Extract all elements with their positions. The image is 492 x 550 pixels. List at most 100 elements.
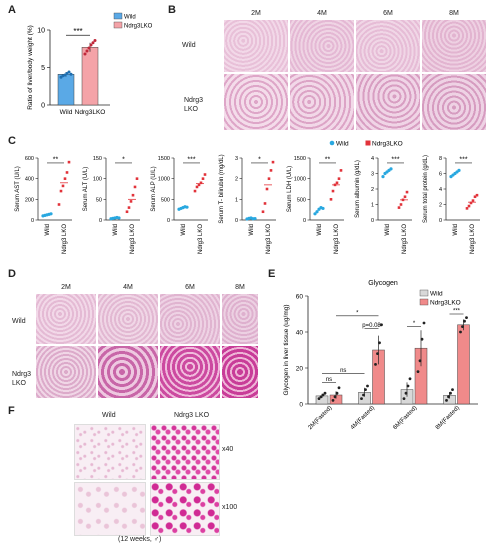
a-legend-swatch xyxy=(113,21,123,29)
c-point-lko xyxy=(197,183,201,187)
histology-d-wild-8m xyxy=(222,294,258,344)
e-point xyxy=(364,388,367,391)
e-xtick-label: 6M(Fasted) xyxy=(392,405,418,431)
panel-label-f: F xyxy=(8,405,15,417)
panel-d-col-8m: 8M xyxy=(235,284,245,291)
c-legend-swatch xyxy=(329,140,335,146)
c-ytick-label: 0 xyxy=(99,218,102,224)
panel-d-col-2m: 2M xyxy=(61,284,71,291)
a-ytick-label: 0 xyxy=(41,103,45,110)
e-point xyxy=(321,393,325,397)
c-ytick-label: 2 xyxy=(371,187,374,193)
panel-label-c: C xyxy=(8,135,16,147)
c-xtick-label: Ndrg3 LKO xyxy=(198,224,204,254)
c-point-lko xyxy=(267,177,271,180)
e-ytick-label: 0 xyxy=(299,402,303,409)
c-point-lko xyxy=(65,171,69,174)
c-ytick-label: 2 xyxy=(439,203,442,209)
c-point-lko xyxy=(67,160,71,164)
e-point xyxy=(447,395,450,399)
histology-d-lko-6m xyxy=(160,346,220,398)
c-point-lko xyxy=(131,193,135,197)
c-point-lko xyxy=(125,210,129,214)
histology-b-wild-6m xyxy=(356,20,420,72)
c-point-lko xyxy=(57,203,61,206)
c-xtick-label: Wild xyxy=(249,224,255,236)
panel-f-pas: Wild Ndrg3 LKO x40 x100 (12 weeks, ♂) xyxy=(14,412,264,546)
histology-b-wild-4m xyxy=(290,20,354,72)
panel-b-col-6m: 6M xyxy=(383,10,393,17)
e-sig: ns xyxy=(326,377,332,383)
a-sig: *** xyxy=(73,27,82,36)
c-ytick-label: 1 xyxy=(371,203,374,209)
a-point xyxy=(69,72,73,76)
c-ytick-label: 0 xyxy=(439,218,442,224)
c-ytick-label: 1 xyxy=(235,197,238,203)
panel-label-b: B xyxy=(168,4,176,16)
a-xtick-label: Ndrg3LKO xyxy=(75,109,106,116)
a-point xyxy=(91,41,95,45)
e-point xyxy=(335,391,339,395)
e-point xyxy=(360,397,363,400)
e-point xyxy=(449,391,452,395)
c-ytick-label: 0 xyxy=(371,218,374,224)
a-bar xyxy=(57,74,75,106)
e-legend-swatch xyxy=(419,298,429,306)
c-point-lko xyxy=(265,187,269,191)
c-point-wild xyxy=(185,205,189,209)
panel-f-caption: (12 weeks, ♂) xyxy=(118,536,162,543)
c-point-wild xyxy=(315,210,319,214)
c-point-lko xyxy=(465,207,469,210)
panel-d-row-lko: Ndrg3 LKO xyxy=(12,371,32,387)
e-xtick-label: 2M(Fasted) xyxy=(307,405,333,431)
a-point xyxy=(67,70,71,74)
panel-b-row-lko: Ndrg3 LKO xyxy=(184,97,204,113)
c-point-lko xyxy=(201,177,205,180)
a-point xyxy=(83,52,87,56)
c-ytick-label: 500 xyxy=(297,197,306,203)
c-ytick-label: 200 xyxy=(25,197,34,203)
c-point-lko xyxy=(63,177,67,180)
a-point xyxy=(85,49,89,53)
e-point xyxy=(402,397,406,400)
e-ytick-label: 60 xyxy=(296,294,304,301)
c-point-lko xyxy=(271,160,275,164)
c-ytick-label: 4 xyxy=(371,156,374,162)
c-ytick-label: 0 xyxy=(31,218,34,224)
panel-f-col-lko: Ndrg3 LKO xyxy=(174,412,210,419)
e-legend-label: Ndrg3LKO xyxy=(430,300,461,307)
e-point xyxy=(463,319,466,323)
c-legend-swatch xyxy=(365,140,371,146)
c-sig: *** xyxy=(391,156,399,163)
c-sig: *** xyxy=(187,156,195,163)
c-xtick-label: Wild xyxy=(317,224,323,236)
c-xtick-label: Ndrg3 LKO xyxy=(130,224,136,254)
a-point xyxy=(89,43,93,47)
panel-f-mag-40: x40 xyxy=(222,446,234,453)
e-sig: * xyxy=(356,310,359,316)
c-ytick-label: 0 xyxy=(303,218,306,224)
c-point-lko xyxy=(471,199,475,202)
c-sig: * xyxy=(258,156,261,163)
e-bar xyxy=(457,324,470,405)
e-point xyxy=(319,395,323,399)
c-point-wild xyxy=(49,212,53,216)
panel-d-col-4m: 4M xyxy=(123,284,133,291)
e-legend-label: Wild xyxy=(430,291,443,298)
e-title: Glycogen xyxy=(368,280,398,287)
c-ytick-label: 8 xyxy=(439,156,442,162)
c-sig: *** xyxy=(459,156,467,163)
c-point-lko xyxy=(329,198,333,201)
c-ytick-label: 6 xyxy=(439,172,442,178)
c-point-wild xyxy=(117,216,121,220)
c-point-lko xyxy=(469,201,473,205)
c-point-wild xyxy=(313,212,317,216)
pas-lko-x40 xyxy=(150,424,220,480)
c-ylabel: Serum ALT (U/L) xyxy=(83,167,89,211)
e-ylabel: Glycogen in liver tissue (ug/mg) xyxy=(283,304,290,395)
pas-wild-x100 xyxy=(74,482,146,536)
c-ytick-label: 1500 xyxy=(158,156,170,162)
c-point-lko xyxy=(337,177,341,180)
c-point-lko xyxy=(261,210,265,214)
